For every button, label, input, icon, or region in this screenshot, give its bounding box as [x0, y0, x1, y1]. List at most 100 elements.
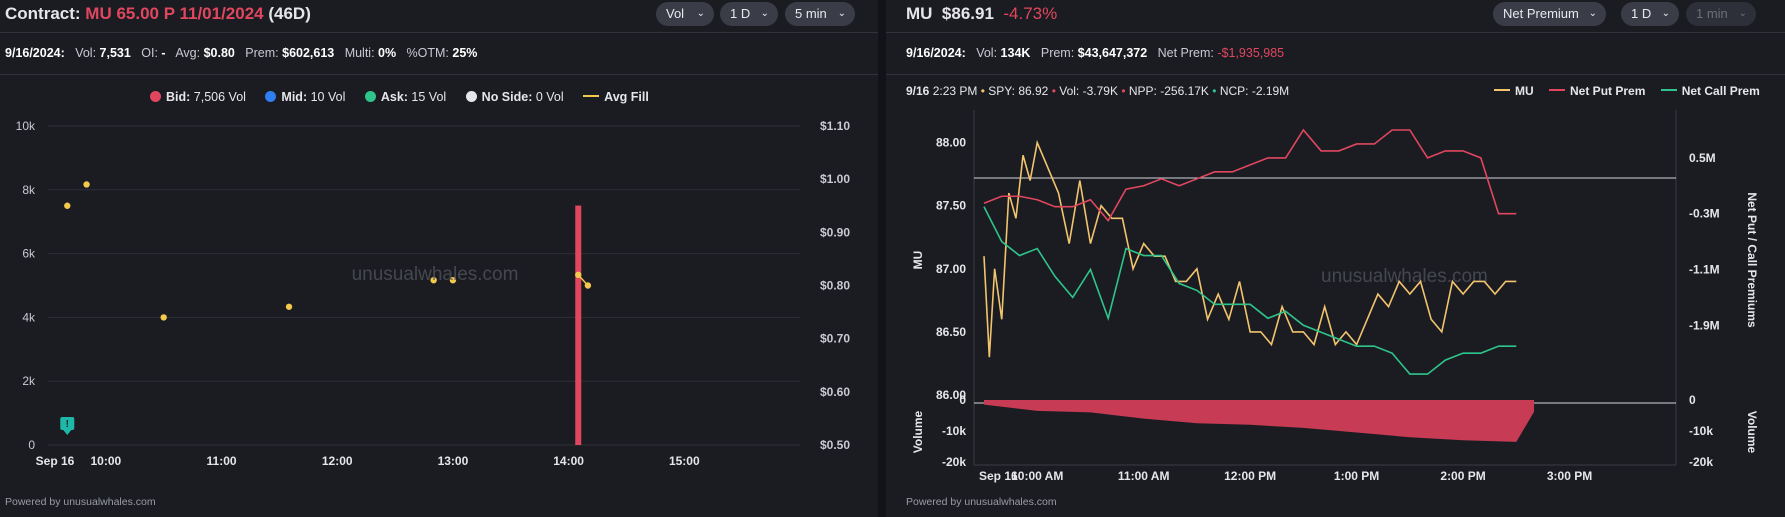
stat-netprem: -$1,935,985 [1217, 46, 1285, 60]
y-left-tick: 0 [28, 438, 35, 452]
legend-item-bid[interactable]: Bid: 7,506 Vol [150, 90, 246, 104]
alert-mark: ! [66, 419, 69, 430]
legend-item-mid[interactable]: Mid: 10 Vol [265, 90, 345, 104]
left-legend: Bid: 7,506 Vol Mid: 10 Vol Ask: 15 Vol N… [150, 90, 665, 104]
legend-item-netput[interactable]: Net Put Prem [1549, 84, 1645, 98]
stat-oi: - [161, 46, 166, 60]
chevron-down-icon: ⌄ [760, 8, 769, 19]
series-line-mu [983, 139, 1517, 358]
volume-fill-chart: 0 2k 4k 6k 8k 10k $0.50 $0.60 $0.70 $0.80 $0.90 $1.… [16, 119, 851, 468]
crosshair-spy: 86.92 [1018, 84, 1049, 98]
volume-tick: -10k [942, 424, 966, 438]
interval-dropdown[interactable]: 5 min ⌄ [785, 2, 855, 26]
y-left-tick: 87.00 [936, 262, 966, 276]
y-right-tick: $1.10 [820, 119, 850, 133]
legend-item-ask[interactable]: Ask: 15 Vol [364, 90, 447, 104]
y-left-tick: 2k [22, 374, 36, 388]
ask-dot-icon [364, 91, 376, 102]
range-dropdown[interactable]: 1 D ⌄ [1621, 2, 1679, 26]
y-right-tick: -1.1M [1689, 262, 1720, 276]
series-line-net-put-prem [983, 128, 1517, 223]
interval-dropdown: 1 min ⌄ [1686, 2, 1756, 26]
stat-otm-label: %OTM: [406, 46, 449, 60]
interval-dropdown-label: 1 min [1696, 6, 1728, 21]
crosshair-date: 9/16 [906, 84, 930, 98]
legend-label: Bid: [166, 90, 191, 104]
x-tick: 12:00 [322, 454, 353, 468]
stat-prem-label: Prem: [1040, 46, 1075, 60]
y-left-tick: 10k [16, 119, 36, 133]
avg-fill-point [64, 202, 71, 209]
metric-dropdown-label: Vol [666, 6, 685, 21]
stat-netprem-label: Net Prem: [1157, 46, 1214, 60]
premium-dropdown[interactable]: Net Premium ⌄ [1493, 2, 1606, 26]
chevron-down-icon: ⌄ [837, 8, 846, 19]
range-dropdown[interactable]: 1 D ⌄ [720, 2, 778, 26]
legend-item-noside[interactable]: No Side: 0 Vol [465, 90, 564, 104]
volume-axis-label-right: Volume [1745, 411, 1759, 454]
legend-label: MU [1515, 84, 1534, 98]
x-tick: 11:00 [207, 454, 237, 468]
divider-line [0, 32, 878, 33]
crosshair-time: 2:23 PM [932, 84, 978, 98]
volume-tick-right: -20k [1689, 455, 1713, 469]
ticker-price: $86.91 [941, 4, 994, 23]
x-tick: Sep 16 [36, 454, 75, 468]
avg-fill-point [584, 282, 592, 289]
netput-line-icon [1549, 89, 1566, 91]
x-tick: 13:00 [438, 454, 469, 468]
volume-tick: -20k [942, 455, 966, 469]
legend-value: 0 Vol [535, 90, 564, 104]
stat-multi: 0% [378, 46, 397, 60]
ticker-panel: MU $86.91 -4.73% Net Premium ⌄ 1 D ⌄ 1 m… [886, 0, 1785, 517]
y-right-tick: 0.5M [1689, 151, 1716, 165]
contract-dte: (46D) [268, 4, 311, 23]
range-dropdown-label: 1 D [1631, 6, 1652, 21]
x-tick: 14:00 [553, 454, 584, 468]
y-right-tick: $0.60 [820, 385, 850, 399]
x-tick: 1:00 PM [1334, 469, 1379, 483]
y-right-tick: -0.3M [1689, 207, 1720, 221]
contract-panel: Contract: MU 65.00 P 11/01/2024 (46D) Vo… [0, 0, 878, 517]
contract-title: Contract: MU 65.00 P 11/01/2024 (46D) [5, 4, 311, 24]
legend-label: Net Call Prem [1681, 84, 1760, 98]
avg-fill-point [285, 303, 293, 310]
y-left-tick: 8k [22, 183, 36, 197]
metric-dropdown[interactable]: Vol ⌄ [656, 2, 714, 26]
y-right-tick: $0.50 [820, 438, 850, 452]
legend-label: No Side: [481, 90, 533, 104]
stat-prem-label: Prem: [245, 46, 279, 60]
legend-label: Ask: [380, 90, 408, 104]
contract-title-label: Contract: [5, 4, 81, 23]
x-tick: 2:00 PM [1440, 469, 1485, 483]
avg-fill-point [575, 271, 582, 279]
alert-icon: ! [60, 417, 75, 435]
y-left-axis-label: MU [911, 251, 925, 270]
y-left-tick: 6k [22, 247, 36, 261]
stats-date: 9/16/2024: [5, 46, 65, 60]
avg-fill-point [430, 276, 437, 284]
legend-value: 15 Vol [411, 90, 447, 104]
x-tick: Sep 16 [979, 469, 1018, 483]
premium-dropdown-label: Net Premium [1503, 6, 1579, 21]
contract-stats: 9/16/2024: Vol: 7,531 OI: - Avg: $0.80 P… [5, 46, 477, 60]
stat-prem: $43,647,372 [1077, 46, 1148, 60]
legend-item-netcall[interactable]: Net Call Prem [1660, 84, 1760, 98]
legend-item-avgfill[interactable]: Avg Fill [583, 90, 649, 104]
legend-item-mu[interactable]: MU [1494, 84, 1534, 98]
stat-vol: 134K [1000, 46, 1031, 60]
stat-vol-label: Vol: [75, 46, 97, 60]
stat-avg-label: Avg: [175, 46, 201, 60]
volume-tick-right: 0 [1689, 393, 1696, 407]
avg-fill-point [449, 276, 457, 284]
net-premium-chart: 86.00 86.50 87.00 87.50 88.00 0.5M -0.3M -1.1M -… [911, 110, 1759, 483]
legend-label: Avg Fill [604, 90, 649, 104]
volume-tick-right: -10k [1689, 424, 1713, 438]
right-legend: MU Net Put Prem Net Call Prem [1494, 84, 1760, 98]
stat-avg: $0.80 [203, 46, 235, 60]
x-tick: 15:00 [669, 454, 700, 468]
chevron-down-icon: ⌄ [1588, 8, 1597, 19]
stat-oi-label: OI: [141, 46, 158, 60]
avgfill-line-icon [583, 95, 600, 97]
crosshair-ncp-label: NCP: [1219, 84, 1249, 98]
